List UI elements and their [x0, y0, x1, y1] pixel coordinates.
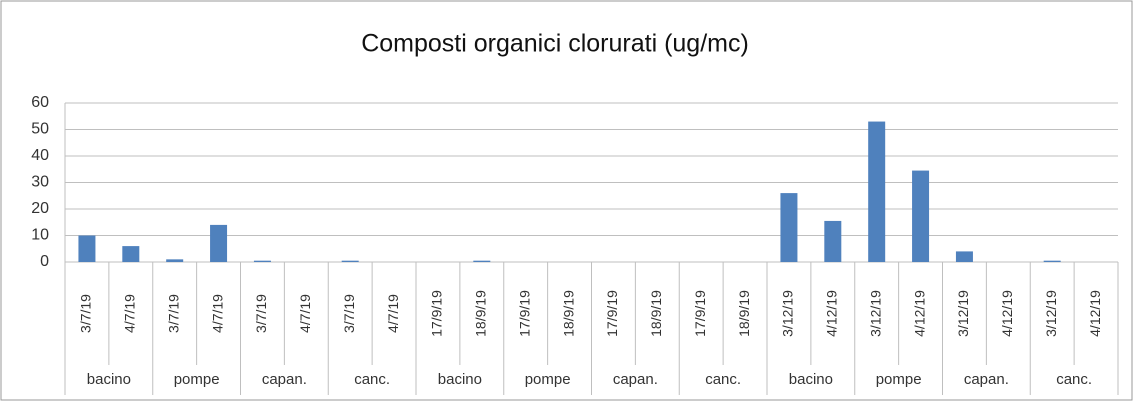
- bar: [122, 246, 140, 262]
- x-tick-label: 4/12/19: [999, 290, 1015, 337]
- x-tick-label: 3/7/19: [253, 294, 269, 333]
- x-tick-label: 3/12/19: [955, 290, 971, 337]
- x-tick-label: 17/9/19: [516, 290, 532, 337]
- x-tick-label: 3/7/19: [78, 294, 94, 333]
- group-label: capan.: [964, 371, 1009, 388]
- x-tick-label: 18/9/19: [560, 290, 576, 337]
- bar: [824, 220, 842, 262]
- y-tick-label: 40: [31, 147, 49, 164]
- bar: [868, 121, 886, 262]
- y-tick-label: 30: [31, 174, 49, 191]
- y-tick-label: 20: [31, 200, 49, 217]
- x-tick-label: 17/9/19: [692, 290, 708, 337]
- x-tick-label: 3/12/19: [780, 290, 796, 337]
- bar: [253, 260, 271, 262]
- bar: [955, 251, 973, 262]
- y-tick-label: 10: [31, 227, 49, 244]
- group-label: canc.: [354, 371, 390, 388]
- group-label: capan.: [262, 371, 307, 388]
- group-label: pompe: [525, 371, 571, 388]
- x-tick-label: 4/7/19: [122, 294, 138, 333]
- bar: [912, 170, 930, 262]
- bar: [341, 260, 359, 262]
- x-tick-label: 17/9/19: [429, 290, 445, 337]
- x-tick-label: 3/7/19: [165, 294, 181, 333]
- x-tick-label: 18/9/19: [648, 290, 664, 337]
- bar: [166, 259, 184, 262]
- x-tick-label: 18/9/19: [473, 290, 489, 337]
- group-label: pompe: [876, 371, 922, 388]
- x-tick-label: 18/9/19: [736, 290, 752, 337]
- x-tick-label: 4/7/19: [385, 294, 401, 333]
- x-tick-label: 4/12/19: [911, 290, 927, 337]
- group-label: bacino: [438, 371, 482, 388]
- y-tick-label: 60: [31, 94, 49, 111]
- x-tick-label: 3/12/19: [867, 290, 883, 337]
- group-label: bacino: [789, 371, 833, 388]
- bar: [473, 260, 491, 262]
- group-label: canc.: [705, 371, 741, 388]
- chart-title: Composti organici clorurati (ug/mc): [361, 30, 749, 58]
- x-tick-label: 4/7/19: [209, 294, 225, 333]
- x-tick-label: 3/7/19: [341, 294, 357, 333]
- x-tick-label: 4/7/19: [297, 294, 313, 333]
- y-tick-label: 50: [31, 121, 49, 138]
- bar: [780, 193, 798, 262]
- bar: [210, 224, 228, 262]
- bar: [78, 235, 96, 262]
- x-tick-label: 4/12/19: [824, 290, 840, 337]
- group-label: canc.: [1056, 371, 1092, 388]
- y-tick-label: 0: [40, 253, 49, 270]
- x-tick-label: 17/9/19: [604, 290, 620, 337]
- bar: [1043, 260, 1061, 262]
- x-tick-label: 4/12/19: [1087, 290, 1103, 337]
- group-label: pompe: [174, 371, 220, 388]
- x-tick-label: 3/12/19: [1043, 290, 1059, 337]
- group-label: bacino: [87, 371, 131, 388]
- group-label: capan.: [613, 371, 658, 388]
